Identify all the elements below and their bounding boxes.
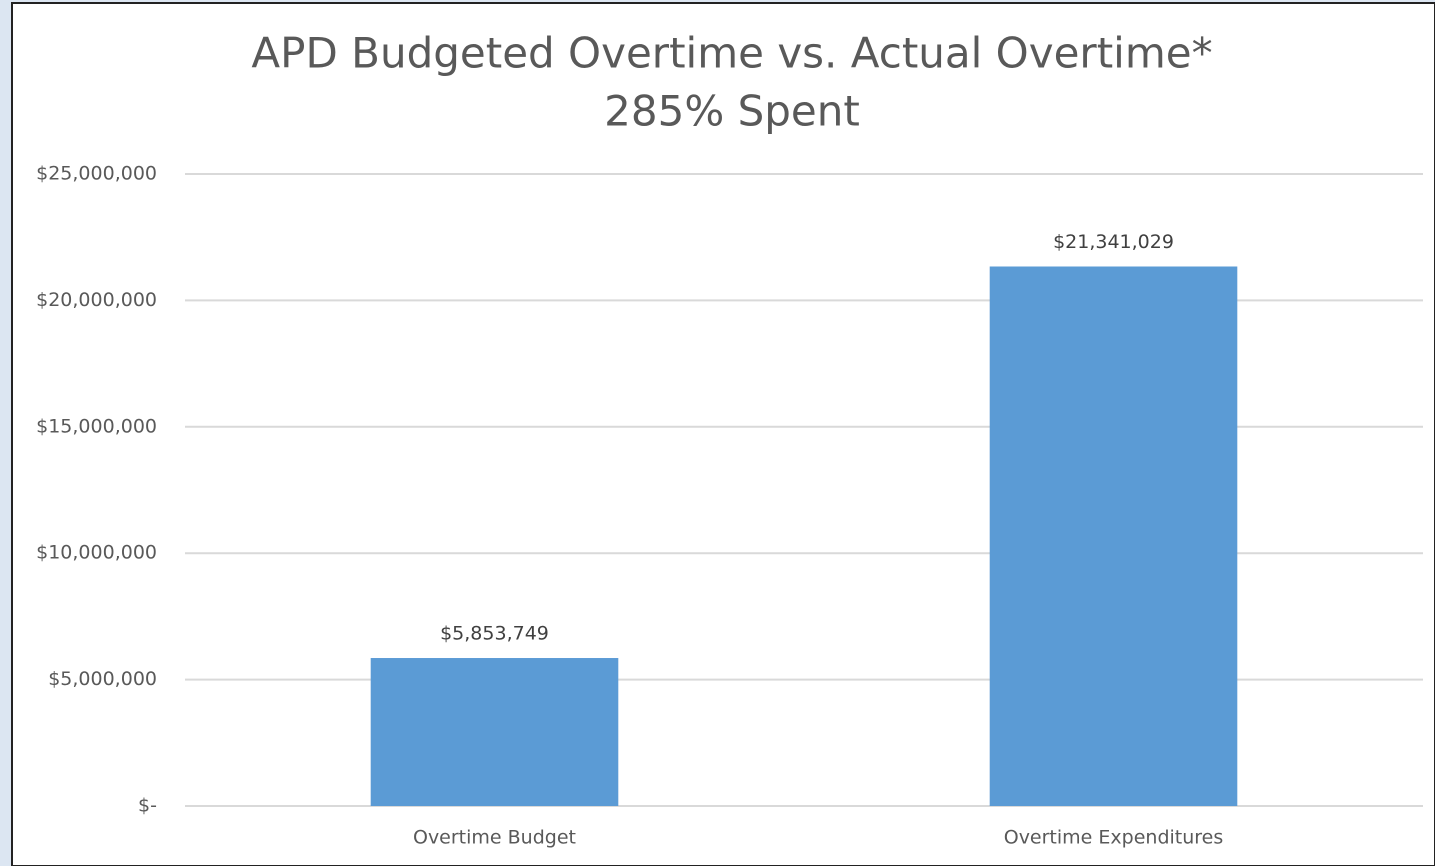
y-tick-label: $25,000,000 <box>36 163 157 185</box>
chart-title: APD Budgeted Overtime vs. Actual Overtim… <box>251 29 1212 78</box>
chart-subtitle: 285% Spent <box>604 87 860 136</box>
bar <box>989 266 1238 806</box>
y-tick-label: $10,000,000 <box>36 542 157 564</box>
data-label: $5,853,749 <box>440 623 549 645</box>
y-tick-label: $- <box>138 795 157 817</box>
y-tick-label: $15,000,000 <box>36 415 157 437</box>
y-tick-label: $20,000,000 <box>36 289 157 311</box>
y-tick-label: $5,000,000 <box>48 668 157 690</box>
data-label: $21,341,029 <box>1053 231 1174 253</box>
x-tick-label: Overtime Expenditures <box>1004 827 1224 849</box>
x-tick-label: Overtime Budget <box>413 827 576 849</box>
bar <box>370 658 619 806</box>
